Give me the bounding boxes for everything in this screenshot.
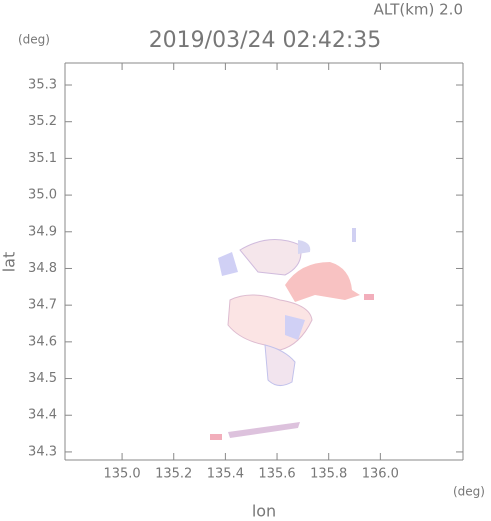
y-tick-label: 35.3 (28, 78, 57, 93)
y-tick-label: 34.8 (28, 261, 57, 276)
y-tick-label: 34.4 (28, 408, 57, 423)
echo-area (228, 422, 300, 438)
y-tick-label: 34.9 (28, 224, 57, 239)
y-axis-label: lat (0, 252, 19, 273)
echo-area (298, 240, 311, 254)
altitude-label: ALT(km) 2.0 (374, 1, 463, 19)
echo-area (364, 294, 374, 300)
echo-area (218, 252, 238, 276)
y-tick-label: 35.0 (28, 188, 57, 203)
y-tick-label: 34.6 (28, 334, 57, 349)
x-tick-label: 135.2 (155, 467, 192, 482)
y-tick-label: 34.3 (28, 444, 57, 459)
y-tick-label: 34.7 (28, 298, 57, 313)
x-tick-label: 135.4 (207, 467, 244, 482)
y-unit: (deg) (18, 33, 50, 47)
y-tick-label: 35.1 (28, 151, 57, 166)
echo-area (285, 315, 305, 340)
x-axis-label: lon (252, 502, 276, 521)
x-tick-label: 135.0 (103, 467, 140, 482)
chart-title: 2019/03/24 02:42:35 (149, 28, 382, 53)
y-tick-label: 34.5 (28, 371, 57, 386)
echo-field (210, 228, 374, 440)
echo-area (352, 228, 356, 242)
y-tick-label: 35.2 (28, 114, 57, 129)
echo-area (239, 239, 302, 276)
x-unit: (deg) (453, 485, 485, 499)
echo-area (264, 344, 296, 386)
plot-frame (64, 62, 464, 461)
echo-area (210, 434, 222, 440)
x-tick-label: 136.0 (362, 467, 399, 482)
x-tick-label: 135.8 (310, 467, 347, 482)
echo-area (285, 262, 360, 302)
x-tick-label: 135.6 (258, 467, 295, 482)
